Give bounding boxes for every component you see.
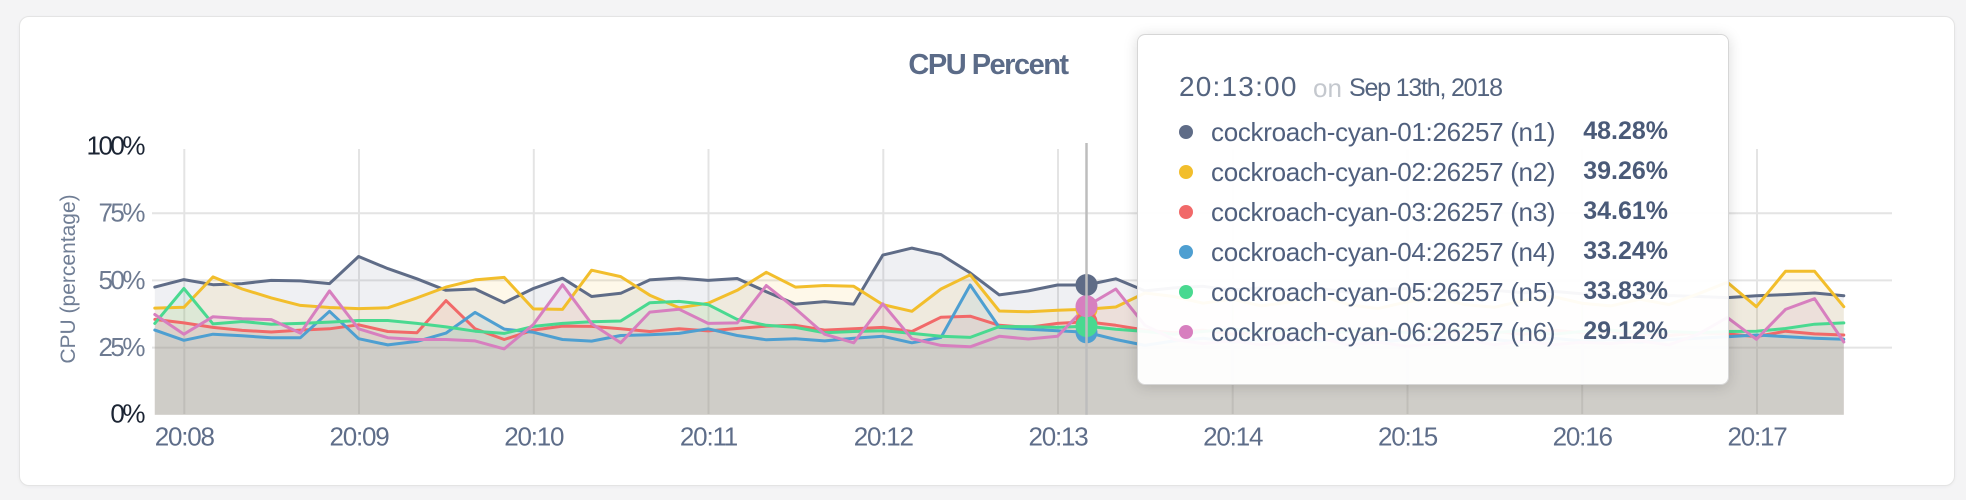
svg-text:20:16: 20:16	[1553, 422, 1613, 452]
svg-text:20:09: 20:09	[329, 422, 389, 452]
svg-text:20:17: 20:17	[1727, 422, 1787, 452]
svg-text:20:10: 20:10	[504, 422, 564, 452]
svg-text:100%: 100%	[87, 131, 146, 161]
svg-text:75%: 75%	[98, 198, 145, 228]
svg-text:20:12: 20:12	[854, 422, 914, 452]
svg-text:0%: 0%	[110, 399, 145, 429]
svg-text:20:08: 20:08	[155, 422, 215, 452]
svg-text:20:14: 20:14	[1203, 422, 1263, 452]
svg-text:50%: 50%	[98, 265, 145, 295]
svg-text:CPU (percentage): CPU (percentage)	[57, 194, 80, 363]
svg-text:20:13: 20:13	[1028, 422, 1088, 452]
svg-text:20:15: 20:15	[1378, 422, 1438, 452]
svg-text:20:11: 20:11	[680, 422, 738, 452]
svg-text:25%: 25%	[98, 332, 145, 362]
